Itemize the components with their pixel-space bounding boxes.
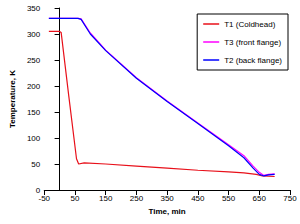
svg-text:-50: -50	[38, 194, 50, 203]
svg-text:T2 (back flange): T2 (back flange)	[224, 56, 282, 65]
svg-text:300: 300	[27, 30, 41, 39]
svg-text:450: 450	[191, 194, 205, 203]
svg-text:650: 650	[253, 194, 267, 203]
svg-text:T1 (Coldhead): T1 (Coldhead)	[224, 20, 275, 29]
svg-text:350: 350	[160, 194, 174, 203]
svg-text:250: 250	[130, 194, 144, 203]
svg-text:Time, min: Time, min	[149, 207, 186, 216]
svg-text:T3 (front flange): T3 (front flange)	[224, 38, 281, 47]
svg-text:150: 150	[99, 194, 113, 203]
svg-text:750: 750	[283, 194, 297, 203]
svg-text:350: 350	[27, 4, 41, 13]
svg-text:250: 250	[27, 56, 41, 65]
svg-text:50: 50	[31, 160, 40, 169]
svg-text:150: 150	[27, 108, 41, 117]
svg-text:100: 100	[27, 134, 41, 143]
svg-text:Temperature, K: Temperature, K	[8, 70, 17, 128]
svg-text:550: 550	[222, 194, 236, 203]
svg-text:0: 0	[35, 185, 41, 195]
svg-text:50: 50	[71, 194, 80, 203]
svg-text:200: 200	[27, 82, 41, 91]
